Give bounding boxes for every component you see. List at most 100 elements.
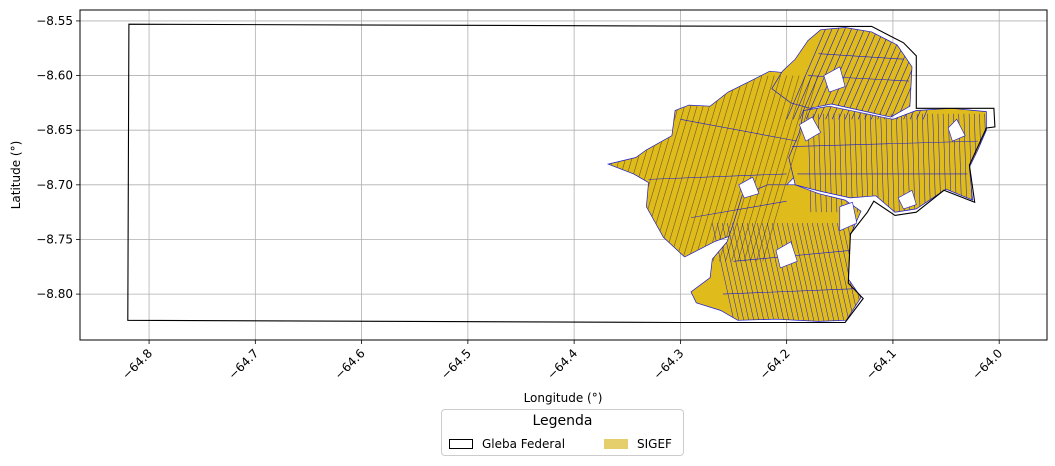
x-tick-label: −64.8 xyxy=(119,346,155,382)
parcel-divider xyxy=(792,223,815,322)
y-tick-label: −8.80 xyxy=(36,287,73,301)
parcel-divider xyxy=(851,27,892,120)
parcel-divider xyxy=(669,75,725,262)
parcel-divider xyxy=(812,223,835,322)
parcel-divider xyxy=(818,53,904,60)
parcel-divider xyxy=(752,223,775,322)
legend-swatch-fill-icon xyxy=(604,439,628,449)
parcel-divider xyxy=(859,113,864,213)
parcel-divider xyxy=(737,223,760,322)
parcel-divider xyxy=(995,114,998,212)
parcel-divider xyxy=(854,113,858,213)
unregistered-gap xyxy=(947,118,966,142)
axes-frame xyxy=(79,9,1048,341)
parcel-divider xyxy=(916,113,921,213)
y-axis-label: Latitude (°) xyxy=(9,141,23,210)
x-tick-label: −64.5 xyxy=(438,346,474,382)
parcel-divider xyxy=(875,113,879,213)
parcel-divider xyxy=(864,113,869,213)
parcel-divider xyxy=(762,223,785,322)
parcel-divider xyxy=(922,27,964,120)
parcel-divider xyxy=(742,223,765,322)
legend-label-gleba-federal: Gleba Federal xyxy=(482,437,566,451)
parcel-divider xyxy=(694,75,750,262)
x-tick-label: −64.0 xyxy=(969,346,1005,382)
parcel-divider xyxy=(1032,114,1035,212)
y-tick-label: −8.65 xyxy=(36,123,73,137)
parcel-divider xyxy=(799,27,840,120)
parcel-divider xyxy=(932,113,936,213)
parcel-divider xyxy=(690,200,787,218)
parcel-divider xyxy=(805,27,847,120)
parcel-divider xyxy=(777,223,800,322)
x-tick-label: −64.2 xyxy=(757,346,793,382)
parcel-divider xyxy=(680,118,798,142)
parcel-divider xyxy=(802,223,825,322)
parcel-divider xyxy=(700,75,756,262)
parcel-divider xyxy=(870,113,874,213)
y-tick-label: −8.55 xyxy=(36,14,73,28)
parcel-divider xyxy=(772,223,795,322)
parcel-divider xyxy=(767,223,790,322)
parcel-divider xyxy=(844,113,848,213)
sigef-parcel xyxy=(788,105,987,213)
parcel-divider xyxy=(737,75,794,262)
parcel-divider xyxy=(727,223,750,322)
parcel-divider xyxy=(822,223,845,322)
parcel-divider xyxy=(831,27,873,120)
y-tick-label: −8.60 xyxy=(36,69,73,83)
unregistered-gap xyxy=(823,66,846,93)
parcel-divider xyxy=(827,223,850,322)
parcel-divider xyxy=(687,75,744,262)
parcel-divider xyxy=(1011,114,1014,212)
x-tick-label: −64.7 xyxy=(226,346,262,382)
y-axis-ticks: −8.55 −8.60 −8.65 −8.70 −8.75 −8.80 xyxy=(36,14,80,301)
parcel-divider xyxy=(911,113,916,213)
legend: Legenda Gleba Federal SIGEF xyxy=(441,409,684,456)
sigef-parcel xyxy=(690,184,862,322)
parcel-divider xyxy=(712,223,735,322)
legend-label-sigef: SIGEF xyxy=(637,437,672,451)
parcel-divider xyxy=(916,27,957,120)
x-tick-label: −64.4 xyxy=(544,346,580,382)
parcel-divider xyxy=(880,113,884,213)
unregistered-gap xyxy=(799,116,822,142)
parcel-divider xyxy=(656,75,713,262)
parcel-divider xyxy=(1037,114,1040,212)
x-axis-ticks: −64.8 −64.7 −64.6 −64.5 −64.4 −64.3 −64.2 −64.1… xyxy=(119,340,1005,382)
parcel-divider xyxy=(757,223,780,322)
parcel-divider xyxy=(825,27,866,120)
parcel-divider xyxy=(797,223,820,322)
gleba-federal-boundary xyxy=(127,23,996,324)
parcel-divider xyxy=(852,223,875,322)
legend-item-sigef: SIGEF xyxy=(604,436,672,452)
x-axis-label: Longitude (°) xyxy=(524,391,603,405)
x-tick-label: −64.1 xyxy=(863,346,899,382)
parcel-divider xyxy=(722,288,856,295)
parcel-divider xyxy=(823,113,827,213)
parcel-divider xyxy=(681,75,738,262)
parcel-divider xyxy=(787,223,810,322)
legend-item-gleba-federal: Gleba Federal xyxy=(449,436,565,452)
parcel-divider xyxy=(706,75,763,262)
parcel-divider xyxy=(807,223,830,322)
parcel-divider xyxy=(885,113,890,213)
parcel-divider xyxy=(791,140,978,147)
unregistered-gap xyxy=(839,201,858,232)
sigef-parcel xyxy=(771,27,913,118)
parcel-divider xyxy=(663,75,719,262)
unregistered-gap xyxy=(897,189,917,210)
parcel-divider xyxy=(1016,114,1019,212)
parcel-divider xyxy=(731,75,787,262)
parcel-divider xyxy=(832,223,855,322)
parcel-divider xyxy=(1047,114,1050,212)
parcel-divider xyxy=(1042,114,1045,212)
unregistered-gap xyxy=(775,241,798,269)
parcel-divider xyxy=(896,113,900,213)
parcel-divider xyxy=(1006,114,1009,212)
parcel-divider xyxy=(756,75,812,262)
y-tick-label: −8.75 xyxy=(36,232,73,246)
parcel-divider xyxy=(927,113,931,213)
unregistered-gap xyxy=(738,176,760,199)
